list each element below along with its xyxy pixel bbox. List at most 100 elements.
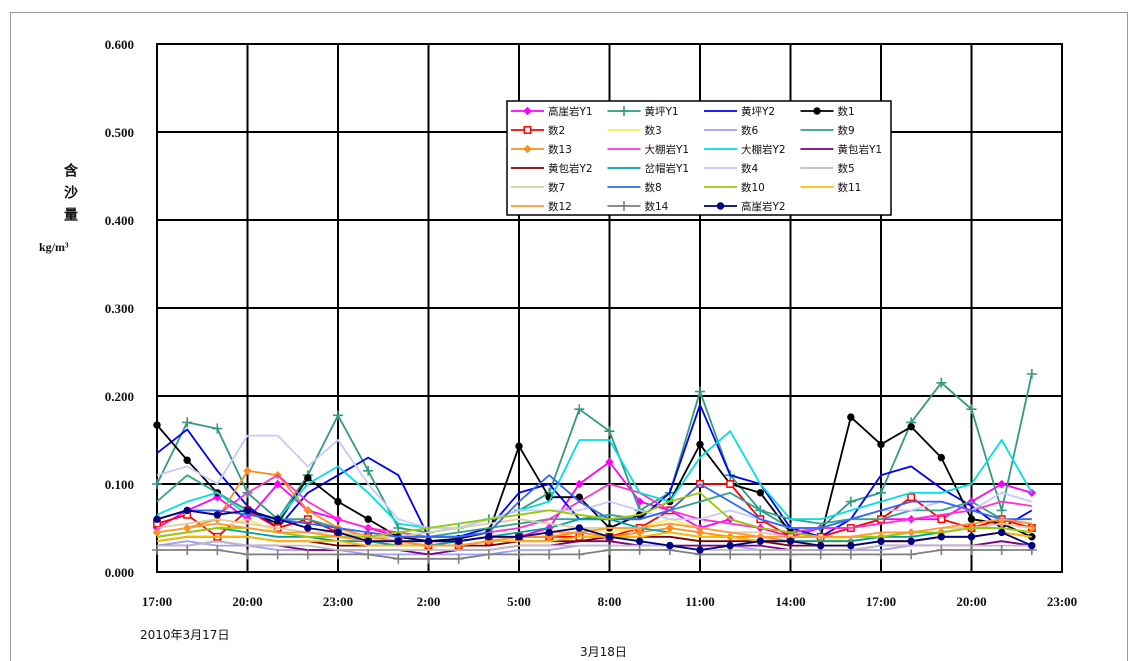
- legend-label: 数12: [548, 200, 572, 213]
- data-point-marker: [212, 423, 223, 434]
- tick-labels: 0.000 0.100 0.200 0.300 0.400 0.500 0.600 17:00…: [105, 37, 1077, 609]
- legend-label: 高崖岩Y2: [741, 200, 786, 213]
- data-point-marker: [845, 549, 856, 560]
- data-point-marker: [364, 537, 372, 545]
- data-point-marker: [936, 377, 947, 388]
- data-point-marker: [785, 549, 796, 560]
- data-point-marker: [394, 537, 403, 545]
- x-tick-label: 11:00: [685, 594, 715, 609]
- legend-entry: 数5: [800, 162, 855, 175]
- data-point-marker: [364, 515, 372, 523]
- data-point-marker: [696, 546, 704, 554]
- data-point-marker: [847, 541, 855, 550]
- y-tick-label: 0.000: [105, 565, 134, 580]
- data-point-marker: [1026, 369, 1037, 379]
- data-point-marker: [515, 533, 523, 541]
- x-tick-label: 14:00: [775, 594, 805, 609]
- figure-frame: [10, 12, 1128, 661]
- x-tick-label: 17:00: [142, 594, 172, 609]
- data-point-marker: [393, 553, 404, 564]
- data-point-marker: [152, 545, 162, 555]
- legend-label: 数7: [548, 181, 565, 194]
- data-point-marker: [243, 506, 252, 515]
- legend-entry: 大棚岩Y1: [607, 143, 689, 156]
- legend-label: 高崖岩Y1: [548, 105, 593, 118]
- x-tick-label: 20:00: [232, 594, 262, 609]
- data-point-marker: [877, 537, 885, 545]
- data-point-marker: [153, 515, 161, 523]
- legend-label: 黄坪Y2: [741, 105, 775, 118]
- data-point-marker: [907, 537, 915, 545]
- series: [156, 474, 1032, 538]
- data-point-marker: [815, 549, 826, 560]
- data-point-marker: [604, 426, 615, 437]
- data-point-marker: [696, 440, 704, 449]
- series-line: [156, 518, 1032, 547]
- legend-box: [506, 100, 892, 216]
- series: [156, 430, 1033, 529]
- data-point-marker: [996, 545, 1007, 555]
- data-point-marker: [816, 541, 825, 550]
- legend-marker: [619, 106, 629, 116]
- data-point-marker: [303, 506, 313, 515]
- data-point-marker: [393, 523, 404, 533]
- data-point-marker: [152, 479, 162, 489]
- data-point-marker: [1027, 488, 1037, 497]
- data-point-marker: [424, 537, 433, 545]
- data-point-marker: [726, 541, 734, 550]
- series-line: [156, 373, 1033, 534]
- legend-marker: [523, 144, 532, 154]
- series-group: [152, 369, 1037, 564]
- data-point-marker: [725, 549, 736, 560]
- data-point-marker: [936, 545, 947, 555]
- legend-label: 岔帽岩Y1: [645, 162, 690, 175]
- data-point-marker: [515, 442, 523, 450]
- data-point-marker: [483, 549, 494, 560]
- data-point-marker: [182, 545, 193, 555]
- x-tick-label: 5:00: [507, 594, 531, 609]
- y-tick-label: 0.600: [105, 37, 134, 52]
- legend-label: 数13: [548, 143, 572, 156]
- data-point-marker: [304, 524, 312, 532]
- legend-label: 数8: [645, 181, 662, 194]
- legend-label: 数4: [741, 162, 758, 175]
- start-date-label: 2010年3月17日: [140, 628, 230, 642]
- data-point-marker: [183, 456, 191, 464]
- data-point-marker: [937, 453, 946, 462]
- legend-entry: 高崖岩Y2: [704, 200, 786, 213]
- data-point-marker: [273, 515, 282, 523]
- y-tick-label: 0.400: [105, 213, 134, 228]
- data-point-marker: [666, 541, 674, 550]
- data-point-marker: [453, 553, 464, 564]
- series-line: [156, 434, 1033, 529]
- legend-entry: 数14: [607, 200, 669, 213]
- series-line: [156, 474, 1032, 538]
- data-point-marker: [1027, 523, 1037, 533]
- series-line: [157, 549, 1032, 560]
- data-point-marker: [665, 523, 675, 533]
- legend-entry: 黄坪Y1: [607, 105, 679, 118]
- legend-label: 数14: [645, 200, 669, 213]
- legend-entry: 数11: [800, 181, 861, 194]
- data-point-marker: [605, 533, 614, 541]
- series: [156, 434, 1033, 529]
- data-point-marker: [182, 417, 193, 428]
- legend-marker: [716, 202, 725, 210]
- legend-entry: 数13: [511, 143, 572, 156]
- data-point-marker: [272, 549, 283, 560]
- data-point-marker: [996, 505, 1007, 516]
- series-line: [156, 416, 1033, 543]
- data-point-marker: [183, 506, 191, 515]
- legend-label: 黄包岩Y2: [548, 162, 593, 175]
- legend-entry: 数12: [511, 200, 572, 213]
- data-point-marker: [635, 537, 644, 545]
- legend-entry: 岔帽岩Y1: [607, 162, 690, 175]
- data-point-marker: [635, 528, 644, 537]
- legend-entry: 黄包岩Y1: [800, 143, 882, 156]
- legend-entry: 数2: [511, 124, 565, 137]
- data-point-marker: [574, 549, 585, 560]
- data-point-marker: [726, 480, 735, 488]
- data-point-marker: [876, 549, 886, 560]
- data-point-marker: [967, 515, 976, 523]
- y-axis-unit: kg/m³: [39, 240, 69, 254]
